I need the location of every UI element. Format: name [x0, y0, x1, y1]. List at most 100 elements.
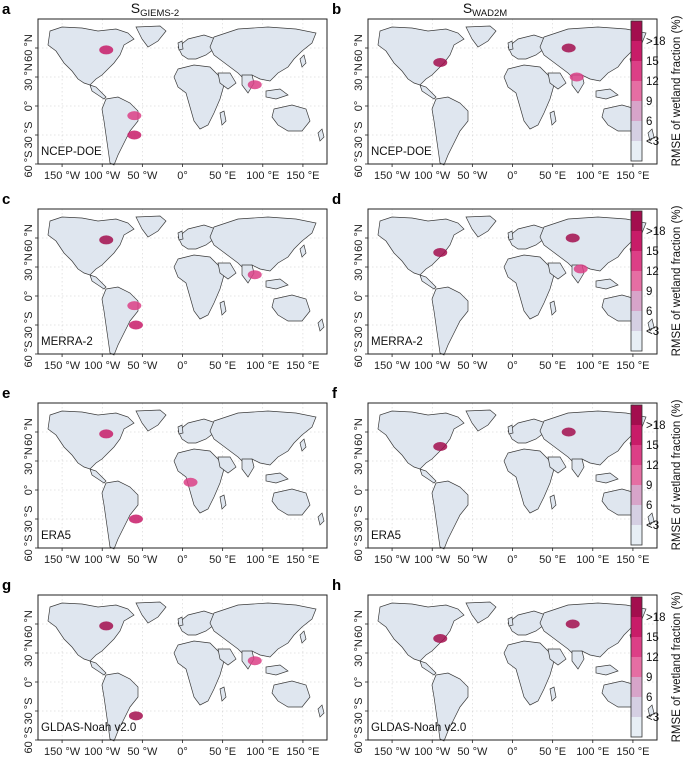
x-tick-label: 100 °W: [84, 746, 121, 758]
colorbar-frame: [630, 20, 643, 162]
colorbar-label: 9: [646, 96, 652, 108]
colorbar-title: RMSE of wetland fraction (%): [671, 591, 683, 742]
rmse-hotspot: [99, 45, 114, 55]
dataset-label: ERA5: [371, 530, 401, 542]
colorbar-swatch: [631, 485, 642, 505]
x-tick-label: 50 °W: [457, 170, 488, 182]
colorbar-label: >18: [646, 612, 666, 624]
colorbar-label: 9: [646, 286, 652, 298]
colorbar-swatch: [631, 41, 642, 61]
y-tick-label: 30 °S: [353, 121, 365, 148]
panel-label-d: d: [332, 191, 341, 208]
y-tick-label: 60 °N: [353, 224, 365, 252]
x-tick-label: 50 °W: [457, 360, 488, 372]
panel-d: d MERRA-2 150 °W 100 °W 50 °W 0° 50 °E 100 °E 15…: [332, 191, 683, 372]
dataset-label: MERRA-2: [41, 336, 93, 348]
column-title-wad2m: SWAD2M: [463, 0, 507, 19]
y-tick-label: 60 °S: [23, 150, 35, 177]
colorbar-swatch: [631, 311, 642, 331]
rmse-hotspot: [128, 711, 143, 721]
rmse-hotspot: [183, 477, 198, 487]
x-tick-label: 50 °W: [457, 746, 488, 758]
x-tick-label: 100 °E: [246, 360, 279, 372]
y-tick-label: 30 °N: [353, 63, 365, 91]
x-tick-label: 50 °W: [127, 554, 158, 566]
x-tick-label: 100 °W: [414, 170, 451, 182]
x-tick-label: 150 °W: [44, 360, 81, 372]
y-tick-label: 30 °S: [23, 311, 35, 338]
x-tick-label: 150 °W: [374, 170, 411, 182]
x-tick-label: 100 °W: [414, 554, 451, 566]
x-tick-label: 100 °E: [576, 554, 609, 566]
colorbar-label: 12: [646, 460, 659, 472]
panel-label-h: h: [332, 577, 341, 594]
rmse-hotspot: [561, 43, 576, 53]
rmse-hotspot: [99, 429, 114, 439]
x-tick-label: 100 °W: [84, 554, 121, 566]
colorbar-label: <3: [646, 136, 659, 148]
x-tick-label: 100 °E: [576, 746, 609, 758]
colorbar-label: 15: [646, 632, 659, 644]
panel-label-e: e: [2, 385, 10, 402]
panel-f: f ERA5 150 °W 100 °W 50 °W 0° 50 °E 100 °E 150 °…: [332, 385, 683, 566]
colorbar-label: <3: [646, 712, 659, 724]
y-tick-label: 60 °S: [23, 534, 35, 561]
panel-label-a: a: [2, 1, 11, 18]
x-tick-label: 100 °E: [246, 554, 279, 566]
dataset-label: MERRA-2: [371, 336, 423, 348]
colorbar-label: 15: [646, 56, 659, 68]
y-tick-label: 30 °N: [353, 253, 365, 281]
x-tick-label: 0°: [507, 360, 518, 372]
y-tick-label: 30 °S: [23, 697, 35, 724]
x-tick-label: 50 °E: [539, 170, 566, 182]
rmse-hotspot: [127, 301, 142, 311]
x-tick-label: 100 °E: [576, 360, 609, 372]
y-tick-label: 60 °N: [23, 34, 35, 62]
x-tick-label: 50 °W: [127, 170, 158, 182]
colorbar-frame: [630, 210, 643, 352]
colorbar-swatch: [631, 211, 642, 231]
colorbar-label: >18: [646, 420, 666, 432]
y-tick-label: 30 °S: [353, 697, 365, 724]
y-tick-label: 60 °S: [353, 340, 365, 367]
y-tick-label: 30 °S: [23, 505, 35, 532]
colorbar-swatch: [631, 61, 642, 81]
x-tick-label: 0°: [177, 360, 188, 372]
rmse-hotspot: [128, 514, 143, 524]
colorbar-swatch: [631, 445, 642, 465]
dataset-label: GLDAS-Noah v2.0: [371, 722, 466, 734]
x-tick-label: 0°: [177, 170, 188, 182]
rmse-hotspot: [565, 233, 580, 243]
colorbar-swatch: [631, 271, 642, 291]
y-tick-label: 0°: [23, 485, 35, 496]
rmse-hotspot: [433, 58, 448, 67]
colorbar-label: >18: [646, 36, 666, 48]
x-tick-label: 100 °W: [414, 746, 451, 758]
x-tick-label: 0°: [177, 746, 188, 758]
panel-e: e ERA5 150 °W 100 °W 50 °W 0° 50 °E 100 °E 150 °…: [2, 385, 328, 566]
panel-g: g GLDAS-Noah v2.0 150 °W 100 °W 50 °W 0° 50 °E…: [2, 577, 328, 758]
rmse-hotspot: [433, 248, 448, 257]
x-tick-label: 100 °E: [246, 746, 279, 758]
colorbar-swatch: [631, 717, 642, 737]
y-tick-label: 60 °N: [23, 224, 35, 252]
colorbar-swatch: [631, 525, 642, 545]
y-tick-label: 60 °N: [23, 610, 35, 638]
y-tick-label: 0°: [353, 101, 365, 112]
colorbar-label: 6: [646, 306, 652, 318]
x-tick-label: 0°: [507, 170, 518, 182]
rmse-hotspot: [565, 619, 580, 629]
x-tick-label: 50 °E: [209, 170, 236, 182]
x-tick-label: 150 °E: [616, 360, 649, 372]
x-tick-label: 0°: [177, 554, 188, 566]
y-tick-label: 30 °N: [353, 447, 365, 475]
x-tick-label: 100 °W: [414, 360, 451, 372]
colorbar-label: 9: [646, 672, 652, 684]
y-tick-label: 0°: [353, 485, 365, 496]
x-tick-label: 150 °E: [286, 746, 319, 758]
colorbar-swatch: [631, 617, 642, 637]
colorbar-swatch: [631, 657, 642, 677]
colorbar-title: RMSE of wetland fraction (%): [671, 15, 683, 166]
colorbar-swatch: [631, 291, 642, 311]
x-tick-label: 100 °E: [576, 170, 609, 182]
